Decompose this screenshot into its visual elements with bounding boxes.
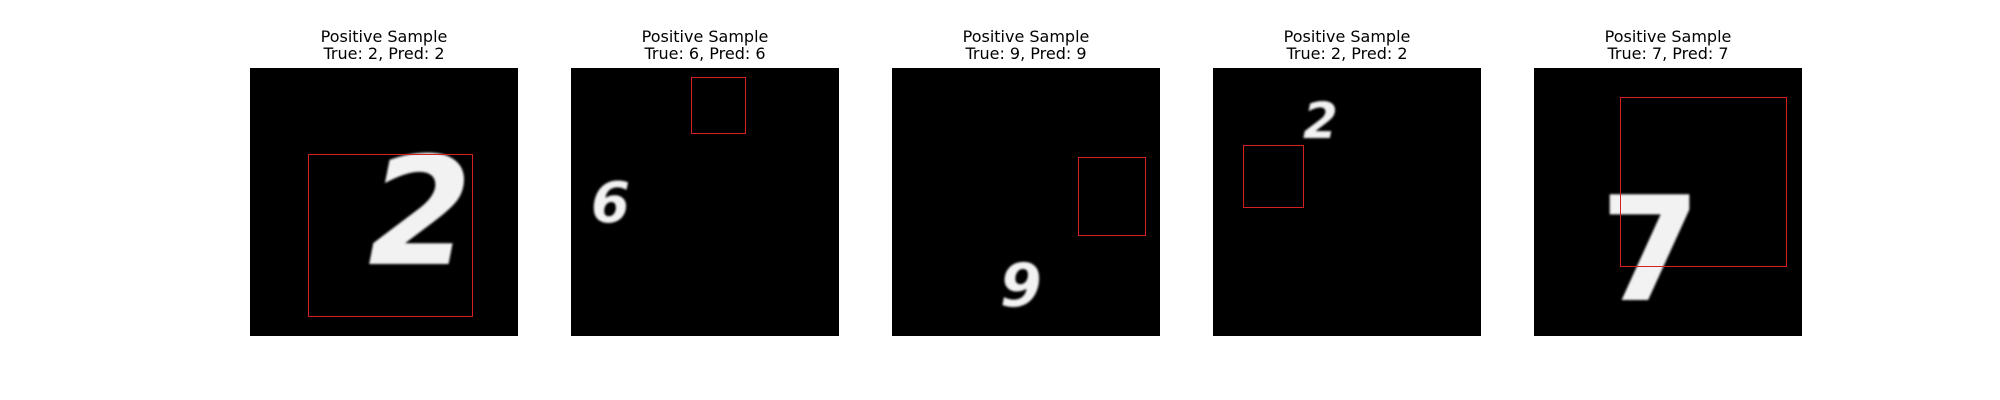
panel-title: Positive Sample True: 9, Pred: 9 xyxy=(962,27,1090,63)
panel-title: Positive Sample True: 2, Pred: 2 xyxy=(320,27,448,63)
sample-panel-1: Positive Sample True: 2, Pred: 2 2 xyxy=(250,27,518,336)
digit-glyph: 6 xyxy=(591,171,630,236)
bounding-box xyxy=(1620,97,1787,267)
mnist-image: 6 xyxy=(571,68,839,336)
bounding-box xyxy=(1078,157,1146,236)
digit-glyph: 9 xyxy=(1000,251,1042,321)
digit-glyph: 7 xyxy=(1600,166,1701,335)
digit-glyph: 2 xyxy=(368,126,473,300)
sample-panel-3: Positive Sample True: 9, Pred: 9 9 xyxy=(892,27,1160,336)
bounding-box xyxy=(1243,145,1304,208)
panel-title: Positive Sample True: 6, Pred: 6 xyxy=(641,27,769,63)
mnist-image: 2 xyxy=(1213,68,1481,336)
bounding-box xyxy=(691,77,746,134)
sample-panel-2: Positive Sample True: 6, Pred: 6 6 xyxy=(571,27,839,336)
bounding-box xyxy=(308,154,473,317)
sample-panel-4: Positive Sample True: 2, Pred: 2 2 xyxy=(1213,27,1481,336)
panel-title: Positive Sample True: 2, Pred: 2 xyxy=(1283,27,1411,63)
sample-panel-5: Positive Sample True: 7, Pred: 7 7 xyxy=(1534,27,1802,336)
mnist-image: 7 xyxy=(1534,68,1802,336)
panel-title: Positive Sample True: 7, Pred: 7 xyxy=(1604,27,1732,63)
mnist-image: 9 xyxy=(892,68,1160,336)
digit-glyph: 2 xyxy=(1303,92,1338,150)
mnist-image: 2 xyxy=(250,68,518,336)
